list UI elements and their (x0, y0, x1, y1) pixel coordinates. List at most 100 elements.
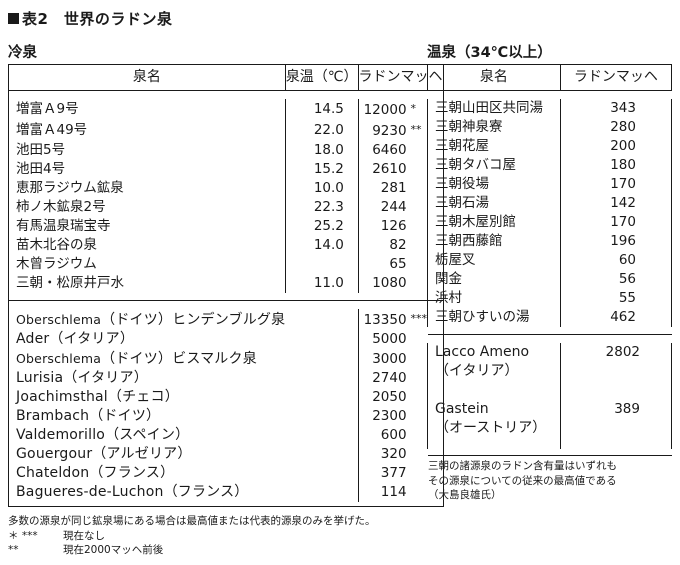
spring-name: Chateldon（フランス） (8, 464, 286, 483)
table-row: 苗木北谷の泉 14.0 82 (8, 235, 444, 255)
spring-name: Lurisia（イタリア） (8, 369, 286, 388)
spring-name: 栃屋叉 (427, 250, 561, 270)
spring-name: 三朝役場 (427, 174, 561, 194)
spring-temp (285, 330, 359, 349)
spring-name: 三朝西藤館 (427, 231, 561, 251)
header-name: 泉名 (8, 64, 286, 91)
radon-number: 126 (380, 217, 407, 234)
spring-name: 浜村 (427, 288, 561, 308)
spring-country: （ドイツ）ビスマルク泉 (101, 351, 257, 367)
spacer-row (428, 335, 672, 343)
header-radon: ラドンマッヘ (559, 64, 673, 91)
table-row: Gastein （オーストリア） 389 (427, 400, 673, 449)
footnote-mark: *** (410, 312, 428, 325)
spring-name: 有馬温泉瑞宝寺 (8, 216, 286, 236)
spring-name: 三朝花屋 (427, 136, 561, 156)
table-row: 恵那ラジウム鉱泉 10.0 281 (8, 178, 444, 198)
spacer-row (428, 327, 672, 335)
radon-number: 600 (380, 427, 407, 443)
spring-name: 恵那ラジウム鉱泉 (8, 178, 286, 198)
spring-country: （イタリア） (63, 370, 148, 386)
radon-number: 2740 (372, 370, 407, 386)
table-row: 有馬温泉瑞宝寺 25.2 126 (8, 216, 444, 236)
spring-temp (285, 407, 359, 426)
table-row: 木曾ラジウム 65 (8, 254, 444, 274)
spring-temp: 22.3 (285, 197, 359, 217)
spring-name: 三朝石湯 (427, 193, 561, 213)
spacer-cell (560, 449, 672, 456)
spacer-cell (428, 91, 561, 99)
spring-country: （チェコ） (107, 389, 179, 405)
table-row: 三朝花屋 200 (427, 136, 673, 156)
spring-temp (285, 369, 359, 388)
footnote-3: ** 現在2000マッヘ前後 (8, 544, 164, 556)
spring-name: 三朝木屋別館 (427, 212, 561, 232)
header-name: 泉名 (427, 64, 561, 91)
table-row: 増富Ａ9号 14.5 12000 * (8, 98, 444, 120)
table-row: 栃屋叉 60 (427, 250, 673, 270)
table-row: 関金 56 (427, 269, 673, 289)
spacer-cell (427, 449, 561, 456)
spring-temp: 10.0 (285, 178, 359, 198)
spring-name-latin: Bagueres-de-Luchon (16, 484, 164, 500)
radon-value: 82 (358, 235, 444, 255)
spring-name: 増富Ａ9号 (8, 98, 286, 120)
spring-name: 木曾ラジウム (8, 254, 286, 274)
spacer-row (427, 334, 672, 335)
spring-temp: 11.0 (285, 273, 359, 293)
radon-value: 3000 (358, 349, 444, 369)
footnote-2: ＊ *** 現在なし (8, 529, 105, 542)
radon-value: 462 (560, 307, 673, 327)
spring-name: Gouergour（アルゼリア） (8, 445, 286, 464)
spring-name: 池田5号 (8, 140, 286, 160)
spacer-row (8, 502, 444, 507)
footnotes: 多数の源泉が同じ鉱泉場にある場合は最高値または代表的源泉のみを挙げた。 ＊ **… (8, 514, 376, 558)
radon-value: 9230 ** (358, 119, 444, 141)
spacer-cell (427, 334, 561, 335)
spring-temp (285, 254, 359, 274)
spring-name-latin: Gastein (435, 401, 489, 417)
table-row: 三朝山田区共同湯 343 (427, 98, 673, 118)
radon-value: 200 (560, 136, 673, 156)
spring-country: （オーストリア） (435, 420, 547, 436)
spring-name-latin: Gouergour (16, 446, 93, 462)
table-row: 柿ノ木鉱泉2号 22.3 244 (8, 197, 444, 217)
radon-number: 2300 (372, 408, 407, 424)
table-row: Oberschlema（ドイツ）ヒンデンブルグ泉 13350 *** (8, 309, 444, 330)
radon-number: 114 (380, 484, 407, 500)
spring-name: 増富Ａ49号 (8, 119, 286, 141)
radon-number: 2050 (372, 389, 407, 405)
radon-value: 60 (560, 250, 673, 270)
radon-value: 13350 *** (358, 309, 444, 330)
table-row: 三朝ひすいの湯 462 (427, 307, 673, 327)
radon-value: 170 (560, 212, 673, 232)
spring-name: 柿ノ木鉱泉2号 (8, 197, 286, 217)
radon-number: 377 (380, 465, 407, 481)
spring-name: Ader（イタリア） (8, 330, 286, 349)
footnote-mark: ** (410, 122, 422, 136)
radon-value: 2050 (358, 388, 444, 407)
spring-country: （スペイン） (105, 427, 190, 443)
hot-table-note: 三朝の諸源泉のラドン含有量はいずれも その源泉についての従来の最高値である （大… (428, 460, 617, 501)
hot-spring-table: 泉名 ラドンマッヘ 三朝山田区共同湯 343 三朝神泉寮 280 三朝花屋 200 三朝タバ… (427, 64, 673, 456)
radon-value: 2740 (358, 369, 444, 388)
spring-country: （イタリア） (435, 363, 519, 379)
radon-value: 320 (358, 445, 444, 464)
spring-country: （フランス） (163, 484, 249, 500)
radon-number: 65 (389, 255, 407, 272)
table-row: Gouergour（アルゼリア） 320 (8, 445, 444, 464)
spring-country: （ドイツ） (89, 408, 161, 424)
spring-name-latin: Oberschlema (16, 311, 102, 327)
table-row: Joachimsthal（チェコ） 2050 (8, 388, 444, 407)
spacer-cell (428, 335, 561, 343)
table-row: Valdemorillo（スペイン） 600 (8, 426, 444, 445)
spacer-cell (428, 327, 561, 335)
spring-temp (285, 445, 359, 464)
table-row: Bagueres-de-Luchon（フランス） 114 (8, 483, 444, 502)
table-row: 三朝木屋別館 170 (427, 212, 673, 232)
spacer-cell (560, 335, 671, 343)
spring-name: Oberschlema（ドイツ）ビスマルク泉 (8, 349, 286, 369)
table-row: Ader（イタリア） 5000 (8, 330, 444, 349)
radon-number: 3000 (372, 350, 407, 367)
table-row: 三朝タバコ屋 180 (427, 155, 673, 175)
